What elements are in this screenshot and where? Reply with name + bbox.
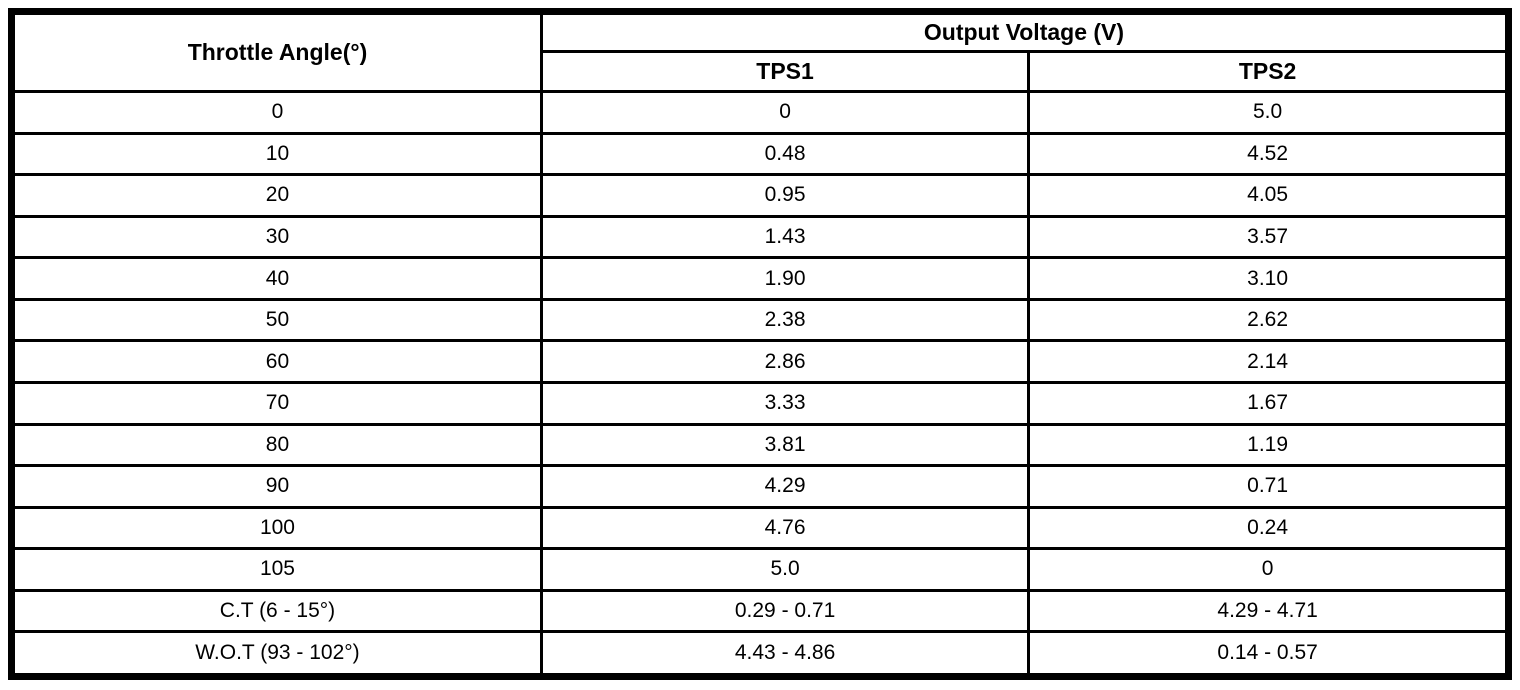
table-row: W.O.T (93 - 102°) 4.43 - 4.86 0.14 - 0.57 [10,630,1510,678]
table-row: 0 0 5.0 [10,90,1510,135]
table-row: C.T (6 - 15°) 0.29 - 0.71 4.29 - 4.71 [10,588,1510,634]
table-row: 50 2.38 2.62 [10,297,1510,343]
table-header: Throttle Angle(°) Output Voltage (V) TPS… [10,10,1511,93]
tps1-column-header: TPS1 [539,50,1031,93]
table-row: 105 5.0 0 [10,547,1510,592]
angle-cell: W.O.T (93 - 102°) [10,630,543,678]
tps2-cell: 5.0 [1027,90,1510,135]
tps2-cell: 4.29 - 4.71 [1027,588,1510,634]
tps-voltage-table: Throttle Angle(°) Output Voltage (V) TPS… [8,8,1512,680]
angle-cell: 10 [10,131,543,177]
angle-cell: 40 [10,256,543,301]
angle-cell: 30 [10,214,543,260]
angle-cell: C.T (6 - 15°) [10,588,543,634]
tps2-cell: 2.62 [1027,297,1510,343]
tps2-cell: 1.19 [1027,422,1510,468]
table-row: 30 1.43 3.57 [10,214,1510,260]
throttle-angle-header: Throttle Angle(°) [10,10,543,93]
table-row: 100 4.76 0.24 [10,505,1510,551]
tps1-cell: 4.29 [539,464,1031,509]
angle-cell: 105 [10,547,543,592]
table-body: 0 0 5.0 10 0.48 4.52 20 0.95 4.05 30 1.43 3.57 40 1.9… [10,90,1510,678]
table-row: 80 3.81 1.19 [10,422,1510,468]
output-voltage-group-header: Output Voltage (V) [539,10,1511,53]
angle-cell: 0 [10,90,543,135]
angle-cell: 50 [10,297,543,343]
tps2-cell: 4.52 [1027,131,1510,177]
tps2-cell: 3.10 [1027,256,1510,301]
table-row: 70 3.33 1.67 [10,380,1510,426]
tps1-cell: 0.48 [539,131,1031,177]
angle-cell: 90 [10,464,543,509]
table-row: 10 0.48 4.52 [10,131,1510,177]
tps2-cell: 3.57 [1027,214,1510,260]
tps2-column-header: TPS2 [1027,50,1510,93]
tps1-cell: 2.86 [539,339,1031,384]
tps1-cell: 0 [539,90,1031,135]
tps2-cell: 0.24 [1027,505,1510,551]
angle-cell: 60 [10,339,543,384]
table-row: 20 0.95 4.05 [10,173,1510,218]
tps1-cell: 1.43 [539,214,1031,260]
tps1-cell: 5.0 [539,547,1031,592]
tps2-cell: 4.05 [1027,173,1510,218]
tps1-cell: 0.29 - 0.71 [539,588,1031,634]
table-row: 90 4.29 0.71 [10,464,1510,509]
header-row-sub: TPS1 TPS2 [12,50,1510,93]
angle-cell: 70 [10,380,543,426]
tps2-cell: 0.71 [1027,464,1510,509]
tps1-cell: 4.43 - 4.86 [539,630,1031,678]
tps1-cell: 3.81 [539,422,1031,468]
angle-cell: 100 [10,505,543,551]
table-row: 60 2.86 2.14 [10,339,1510,384]
tps2-cell: 0.14 - 0.57 [1027,630,1510,678]
table-row: 40 1.90 3.10 [10,256,1510,301]
tps2-cell: 1.67 [1027,380,1510,426]
tps1-cell: 2.38 [539,297,1031,343]
angle-cell: 80 [10,422,543,468]
tps1-cell: 0.95 [539,173,1031,218]
tps2-cell: 0 [1027,547,1510,592]
tps2-cell: 2.14 [1027,339,1510,384]
tps1-cell: 1.90 [539,256,1031,301]
angle-cell: 20 [10,173,543,218]
header-row-group: Throttle Angle(°) Output Voltage (V) [10,10,1511,93]
tps1-cell: 3.33 [539,380,1031,426]
tps1-cell: 4.76 [539,505,1031,551]
